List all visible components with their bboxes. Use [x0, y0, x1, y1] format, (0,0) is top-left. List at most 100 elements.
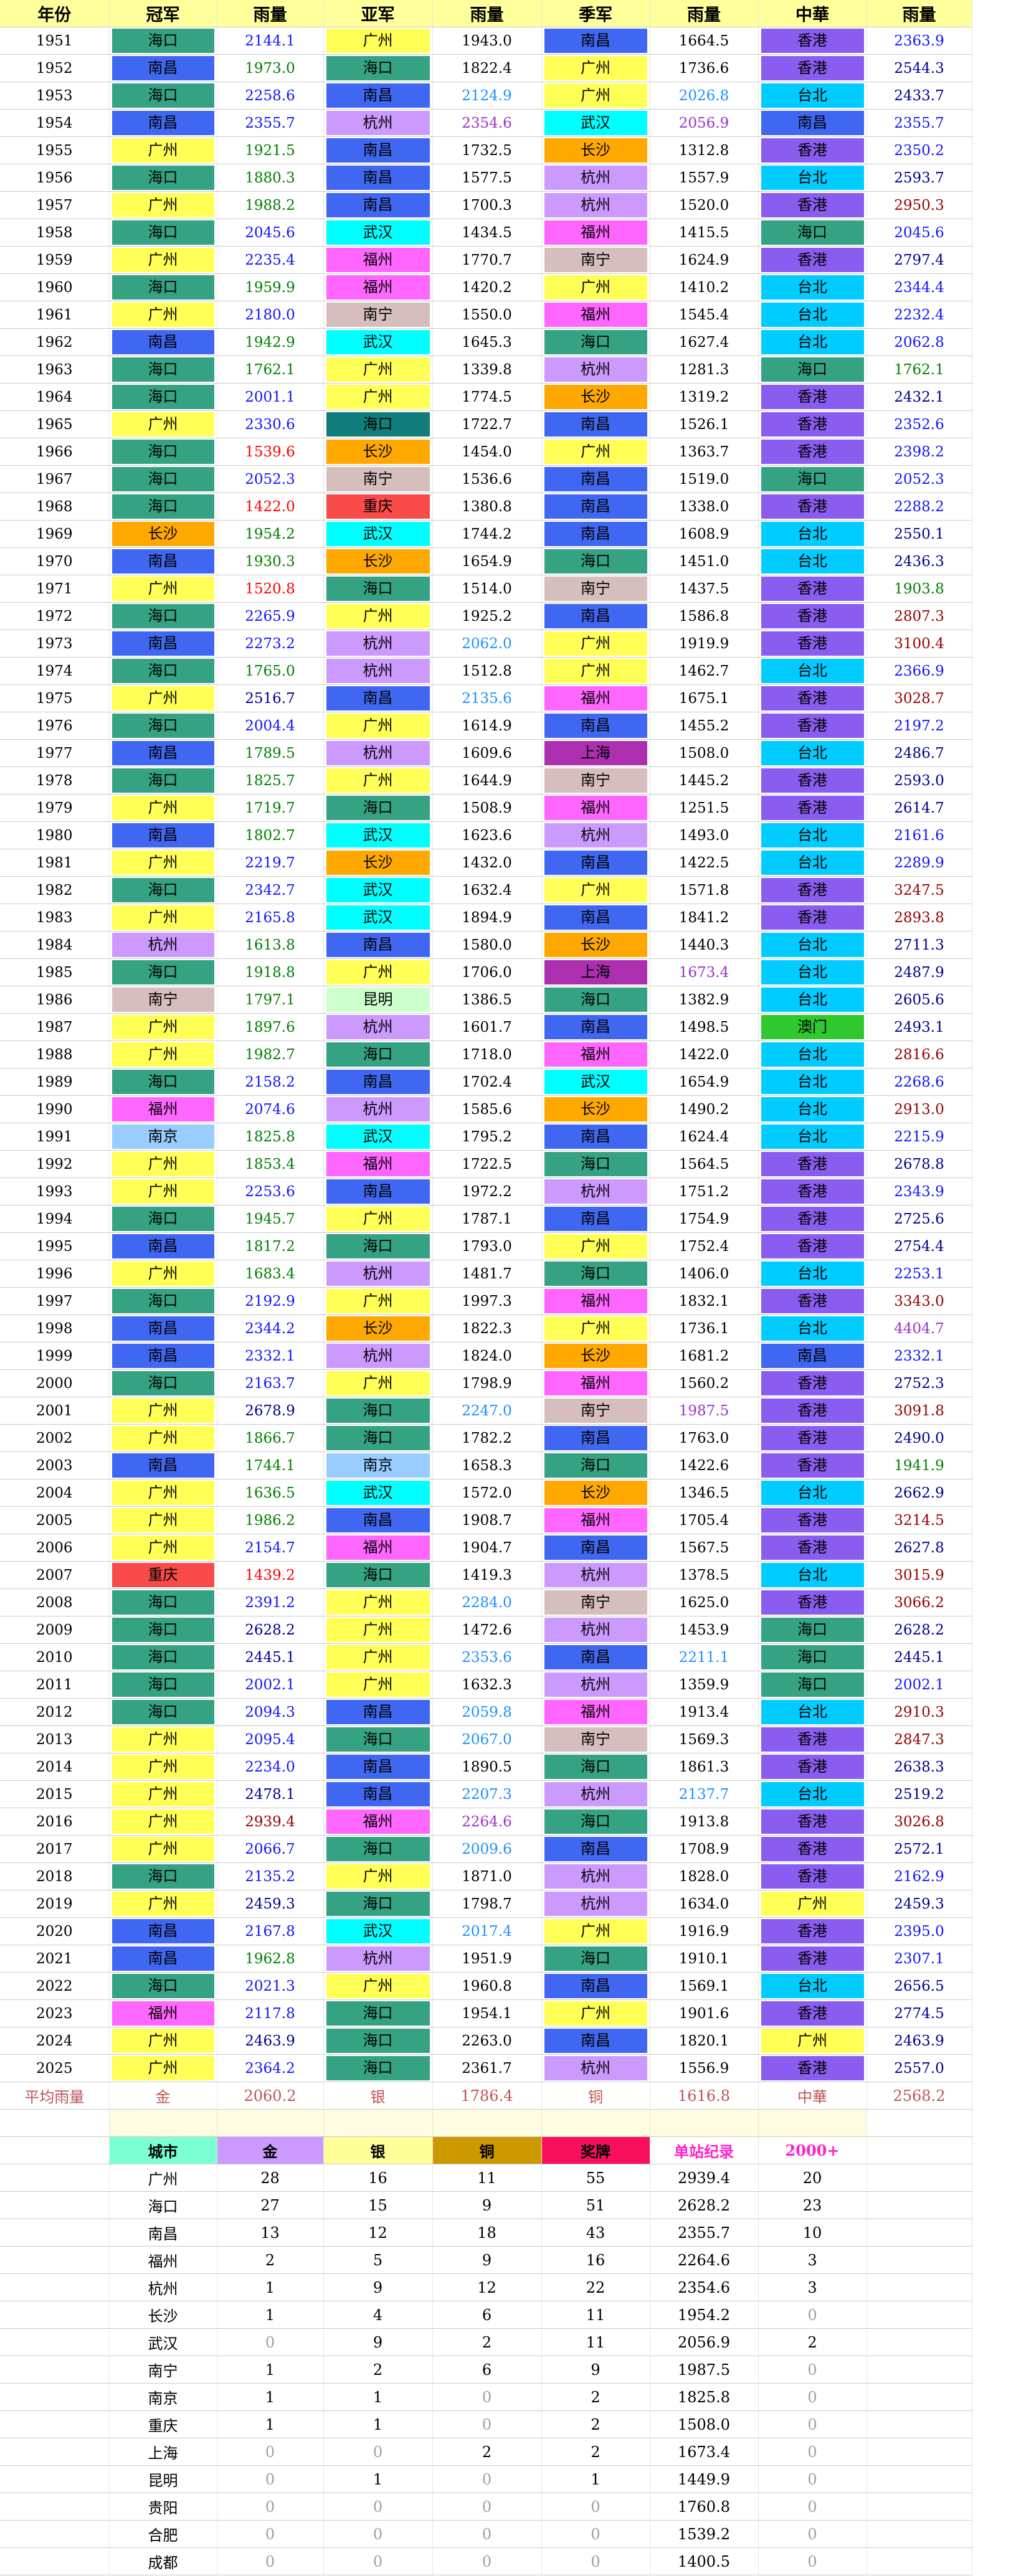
city-chip: 台北 [761, 330, 864, 354]
medal-row-spacer [0, 2410, 110, 2438]
city-chip: 南宁 [326, 467, 430, 491]
city-chip: 重庆 [326, 494, 430, 519]
rainfall-value-cell: 1481.7 [432, 1260, 542, 1288]
medal-header-spacer [867, 2136, 972, 2164]
table-row: 1964 海口 2001.1 广州 1774.5 长沙 1319.2 香港 2432.1 [0, 383, 972, 411]
chinese-city-cell: 香港 [758, 410, 867, 438]
chinese-city-cell: 香港 [758, 383, 867, 411]
spacer-cell [867, 2109, 972, 2137]
medal-row-spacer [867, 2356, 972, 2384]
chinese-city-cell: 香港 [758, 246, 867, 274]
rainfall-value-cell: 1339.8 [432, 356, 542, 384]
gold-count-cell: 1 [217, 2410, 324, 2438]
rainfall-value-cell: 1419.3 [432, 1561, 542, 1589]
city-chip: 香港 [761, 56, 864, 80]
rainfall-value-cell: 1636.5 [217, 1479, 324, 1507]
city-chip: 香港 [761, 686, 864, 710]
champion-city-cell: 海口 [109, 712, 217, 740]
rainfall-value-cell: 1632.3 [432, 1671, 542, 1699]
year-cell: 1963 [0, 356, 110, 384]
average-value-cell: 2060.2 [217, 2082, 324, 2110]
station-record-cell: 1987.5 [650, 2356, 759, 2384]
city-chip: 南昌 [544, 604, 647, 628]
medal-row-spacer [867, 2246, 972, 2274]
year-cell: 2014 [0, 1753, 110, 1781]
champion-city-cell: 广州 [109, 1150, 217, 1178]
city-chip: 海口 [112, 878, 214, 902]
rainfall-value-cell: 1942.9 [217, 328, 324, 356]
champion-city-cell: 南宁 [109, 986, 217, 1014]
city-chip: 海口 [112, 714, 214, 738]
rainfall-value-cell: 1798.9 [432, 1369, 542, 1397]
rainfall-value-cell: 1763.0 [650, 1424, 759, 1452]
runnerup-city-cell: 广州 [323, 712, 433, 740]
table-row: 1974 海口 1765.0 杭州 1512.8 广州 1462.7 台北 2366.9 [0, 657, 972, 685]
rainfall-value-cell: 2247.0 [432, 1397, 542, 1425]
third-city-cell: 杭州 [541, 191, 650, 219]
rainfall-value-cell: 2363.9 [867, 27, 972, 55]
runnerup-city-cell: 广州 [323, 1671, 433, 1699]
city-chip: 南昌 [326, 1179, 430, 1204]
table-row: 2007 重庆 1439.2 海口 1419.3 杭州 1378.5 台北 3015.9 [0, 1561, 972, 1589]
city-chip: 广州 [544, 275, 647, 300]
third-city-cell: 海口 [541, 1753, 650, 1781]
rainfall-value-cell: 2678.9 [217, 1397, 324, 1425]
rainfall-value-cell: 2910.3 [867, 1698, 972, 1726]
city-chip: 广州 [112, 1481, 214, 1505]
rainfall-value-cell: 1770.7 [432, 246, 542, 274]
city-chip: 广州 [112, 1536, 214, 1560]
city-chip: 南昌 [544, 1207, 647, 1231]
city-chip: 海口 [326, 1426, 430, 1450]
rainfall-value-cell: 2939.4 [217, 1808, 324, 1836]
city-chip: 南昌 [326, 166, 430, 190]
third-city-cell: 海口 [541, 1150, 650, 1178]
runnerup-city-cell: 海口 [323, 1835, 433, 1863]
medal-row: 广州 28 16 11 55 2939.4 20 [0, 2164, 972, 2192]
third-city-cell: 南宁 [541, 575, 650, 603]
year-cell: 1999 [0, 1342, 110, 1370]
medal-city-cell: 南京 [109, 2383, 217, 2411]
rainfall-value-cell: 1890.5 [432, 1753, 542, 1781]
city-chip: 南京 [326, 1453, 430, 1478]
rainfall-value-cell: 2628.2 [867, 1616, 972, 1644]
year-cell: 2001 [0, 1397, 110, 1425]
rainfall-value-cell: 1585.6 [432, 1095, 542, 1123]
table-row: 2003 南昌 1744.1 南京 1658.3 海口 1422.6 香港 1941.9 [0, 1451, 972, 1479]
champion-city-cell: 南昌 [109, 54, 217, 82]
city-chip: 杭州 [544, 823, 647, 847]
champion-city-cell: 海口 [109, 356, 217, 384]
silver-count-cell: 9 [323, 2328, 433, 2356]
rainfall-value-cell: 2614.7 [867, 794, 972, 822]
champion-city-cell: 广州 [109, 191, 217, 219]
rainfall-value-cell: 1490.2 [650, 1095, 759, 1123]
chinese-city-cell: 台北 [758, 328, 867, 356]
rainfall-value-cell: 2355.7 [217, 109, 324, 137]
city-chip: 福州 [544, 1508, 647, 1532]
rainfall-value-cell: 1681.2 [650, 1342, 759, 1370]
third-city-cell: 海口 [541, 1945, 650, 1973]
third-city-cell: 南昌 [541, 712, 650, 740]
spacer-cell [109, 2109, 217, 2137]
champion-city-cell: 海口 [109, 1205, 217, 1233]
city-chip: 海口 [326, 1399, 430, 1423]
runnerup-city-cell: 广州 [323, 1862, 433, 1890]
city-chip: 广州 [326, 1207, 430, 1231]
silver-count-cell: 4 [323, 2301, 433, 2329]
third-city-cell: 福州 [541, 794, 650, 822]
rainfall-value-cell: 1903.8 [867, 575, 972, 603]
year-cell: 2004 [0, 1479, 110, 1507]
runnerup-city-cell: 武汉 [323, 1479, 433, 1507]
third-city-cell: 南昌 [541, 1972, 650, 2000]
rainfall-value-cell: 2459.3 [867, 1890, 972, 1918]
silver-count-cell: 1 [323, 2410, 433, 2438]
chinese-city-cell: 香港 [758, 1424, 867, 1452]
chinese-city-cell: 台北 [758, 82, 867, 110]
table-row: 1986 南宁 1797.1 昆明 1386.5 海口 1382.9 台北 2605.6 [0, 986, 972, 1014]
silver-count-cell: 15 [323, 2191, 433, 2219]
city-chip: 海口 [326, 1837, 430, 1861]
rainfall-value-cell: 2235.4 [217, 246, 324, 274]
year-cell: 1968 [0, 493, 110, 521]
year-cell: 2021 [0, 1945, 110, 1973]
runnerup-city-cell: 杭州 [323, 1013, 433, 1041]
bronze-count-cell: 2 [432, 2328, 542, 2356]
